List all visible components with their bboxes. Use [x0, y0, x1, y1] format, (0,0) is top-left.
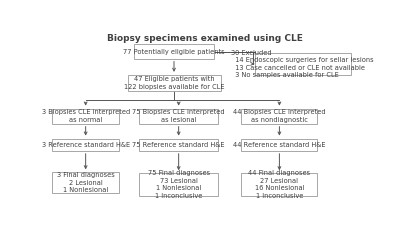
- Text: 47 Eligible patients with
122 biopsies available for CLE: 47 Eligible patients with 122 biopsies a…: [124, 76, 224, 90]
- FancyBboxPatch shape: [254, 53, 351, 75]
- Text: Biopsy specimens examined using CLE: Biopsy specimens examined using CLE: [107, 34, 303, 43]
- Text: 3 Reference standard H&E: 3 Reference standard H&E: [42, 142, 130, 148]
- FancyBboxPatch shape: [242, 139, 317, 151]
- FancyBboxPatch shape: [242, 173, 317, 196]
- FancyBboxPatch shape: [139, 109, 218, 124]
- FancyBboxPatch shape: [139, 173, 218, 196]
- Text: 3 Biopsies CLE interpreted
as normal: 3 Biopsies CLE interpreted as normal: [42, 109, 130, 123]
- FancyBboxPatch shape: [52, 172, 119, 193]
- Text: 44 Final diagnoses
27 Lesional
16 Nonlesional
1 Inconclusive: 44 Final diagnoses 27 Lesional 16 Nonles…: [248, 170, 310, 199]
- Text: 44 Reference standard H&E: 44 Reference standard H&E: [233, 142, 326, 148]
- FancyBboxPatch shape: [128, 75, 220, 91]
- FancyBboxPatch shape: [134, 44, 214, 59]
- Text: 44 Biopsies CLE interpreted
as nondiagnostic: 44 Biopsies CLE interpreted as nondiagno…: [233, 109, 326, 123]
- FancyBboxPatch shape: [52, 109, 119, 124]
- Text: 75 Biopsies CLE interpreted
as lesional: 75 Biopsies CLE interpreted as lesional: [132, 109, 225, 123]
- Text: 77 Potentially eligible patients: 77 Potentially eligible patients: [123, 48, 225, 55]
- FancyBboxPatch shape: [242, 109, 317, 124]
- Text: 75 Reference standard H&E: 75 Reference standard H&E: [132, 142, 225, 148]
- Text: 30 Excluded
  14 Endoscopic surgeries for sellar lesions
  13 Case cancelled or : 30 Excluded 14 Endoscopic surgeries for …: [231, 50, 374, 78]
- FancyBboxPatch shape: [52, 139, 119, 151]
- Text: 75 Final diagnoses
73 Lesional
1 Nonlesional
1 Inconclusive: 75 Final diagnoses 73 Lesional 1 Nonlesi…: [148, 170, 210, 199]
- FancyBboxPatch shape: [139, 139, 218, 151]
- Text: 3 Final diagnoses
2 Lesional
1 Nonlesional: 3 Final diagnoses 2 Lesional 1 Nonlesion…: [57, 172, 114, 193]
